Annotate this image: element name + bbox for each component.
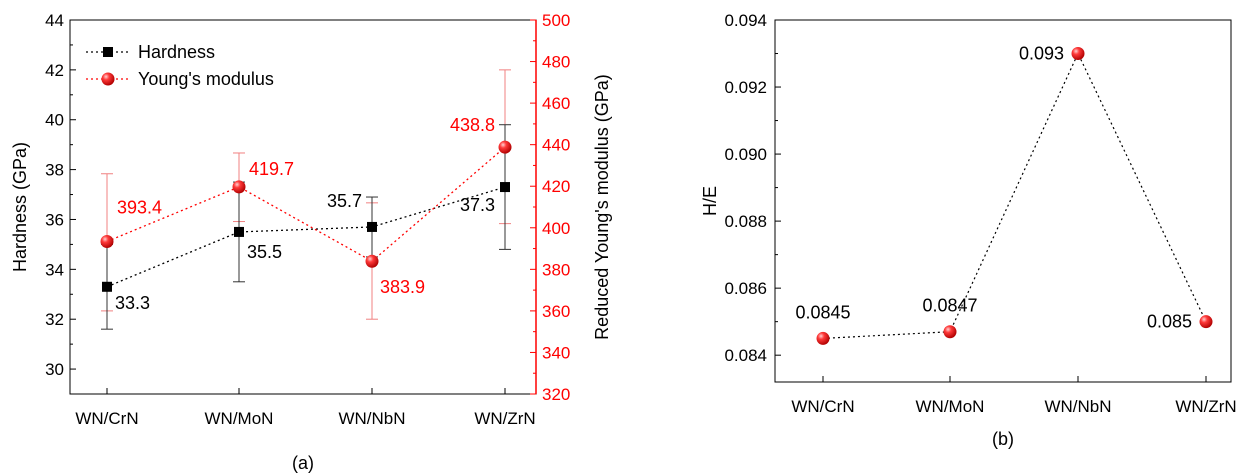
left-tick-label: 44	[45, 11, 64, 30]
hardness-data-label: 35.5	[247, 242, 282, 262]
he-data-label: 0.0845	[795, 302, 850, 322]
he-point	[943, 325, 957, 339]
right-tick-label: 320	[542, 385, 570, 404]
left-tick-label: 32	[45, 310, 64, 329]
he-data-label: 0.093	[1019, 44, 1064, 64]
panel-label-a: (a)	[292, 453, 314, 473]
legend-modulus-marker	[101, 72, 115, 86]
chart-panel-a: 30 32 34 36 38 40 42 44 320 340 360 380 400 420 440 460…	[10, 11, 612, 473]
right-tick-label: 340	[542, 343, 570, 362]
hardness-data-label: 35.7	[327, 191, 362, 211]
right-tick-label: 440	[542, 136, 570, 155]
left-tick-label: 36	[45, 210, 64, 229]
hardness-data-label: 37.3	[460, 195, 495, 215]
right-tick-label: 380	[542, 260, 570, 279]
b-tick-label: 0.094	[724, 11, 767, 30]
legend-a: Hardness Young's modulus	[86, 42, 274, 89]
modulus-line	[106, 146, 506, 263]
he-line	[822, 52, 1207, 340]
hardness-line	[106, 186, 506, 288]
plot-area-b	[774, 19, 1232, 383]
hardness-data-label: 33.3	[115, 293, 150, 313]
he-point	[816, 331, 830, 345]
modulus-data-label: 438.8	[450, 115, 495, 135]
b-tick-label: 0.090	[724, 145, 767, 164]
right-tick-label: 460	[542, 94, 570, 113]
hardness-point	[102, 281, 112, 292]
he-data-label: 0.0847	[922, 296, 977, 316]
x-tick-label: WN/CrN	[75, 409, 138, 428]
legend-modulus-label: Young's modulus	[138, 69, 274, 89]
right-axis-title: Reduced Young's modulus (GPa)	[592, 74, 612, 340]
right-tick-label: 420	[542, 177, 570, 196]
left-tick-label: 30	[45, 360, 64, 379]
chart-panel-b: 0.084 0.086 0.088 0.090 0.092 0.094 WN/CrN WN/M…	[700, 11, 1237, 449]
left-tick-label: 38	[45, 161, 64, 180]
left-tick-label: 40	[45, 111, 64, 130]
legend-hardness-label: Hardness	[138, 42, 215, 62]
b-tick-label: 0.084	[724, 346, 767, 365]
x-tick-label: WN/NbN	[338, 409, 405, 428]
hardness-point	[500, 182, 510, 193]
modulus-point	[232, 180, 246, 194]
right-tick-label: 480	[542, 53, 570, 72]
right-tick-label: 400	[542, 219, 570, 238]
he-point	[1071, 47, 1085, 61]
left-axis-title: Hardness (GPa)	[10, 142, 30, 272]
panel-label-b: (b)	[992, 429, 1014, 449]
x-tick-label: WN/MoN	[205, 409, 274, 428]
he-data-label: 0.085	[1147, 312, 1192, 332]
modulus-data-label: 393.4	[117, 197, 162, 217]
b-x-tick-label: WN/ZrN	[1175, 397, 1236, 416]
he-point	[1199, 315, 1213, 329]
modulus-point	[498, 140, 512, 154]
modulus-data-label: 383.9	[380, 277, 425, 297]
b-x-tick-label: WN/NbN	[1044, 397, 1111, 416]
modulus-point	[365, 254, 379, 268]
b-x-tick-label: WN/CrN	[791, 397, 854, 416]
b-tick-label: 0.088	[724, 212, 767, 231]
b-tick-label: 0.086	[724, 279, 767, 298]
modulus-point	[100, 234, 114, 248]
left-tick-label: 42	[45, 61, 64, 80]
x-tick-label: WN/ZrN	[474, 409, 535, 428]
b-axis-title: H/E	[700, 186, 720, 216]
modulus-data-label: 419.7	[249, 159, 294, 179]
b-tick-label: 0.092	[724, 78, 767, 97]
hardness-point	[234, 226, 244, 237]
right-tick-label: 500	[542, 11, 570, 30]
legend-hardness-marker	[103, 47, 113, 57]
left-tick-label: 34	[45, 260, 64, 279]
b-x-tick-label: WN/MoN	[916, 397, 985, 416]
hardness-point	[367, 221, 377, 232]
right-tick-label: 360	[542, 302, 570, 321]
